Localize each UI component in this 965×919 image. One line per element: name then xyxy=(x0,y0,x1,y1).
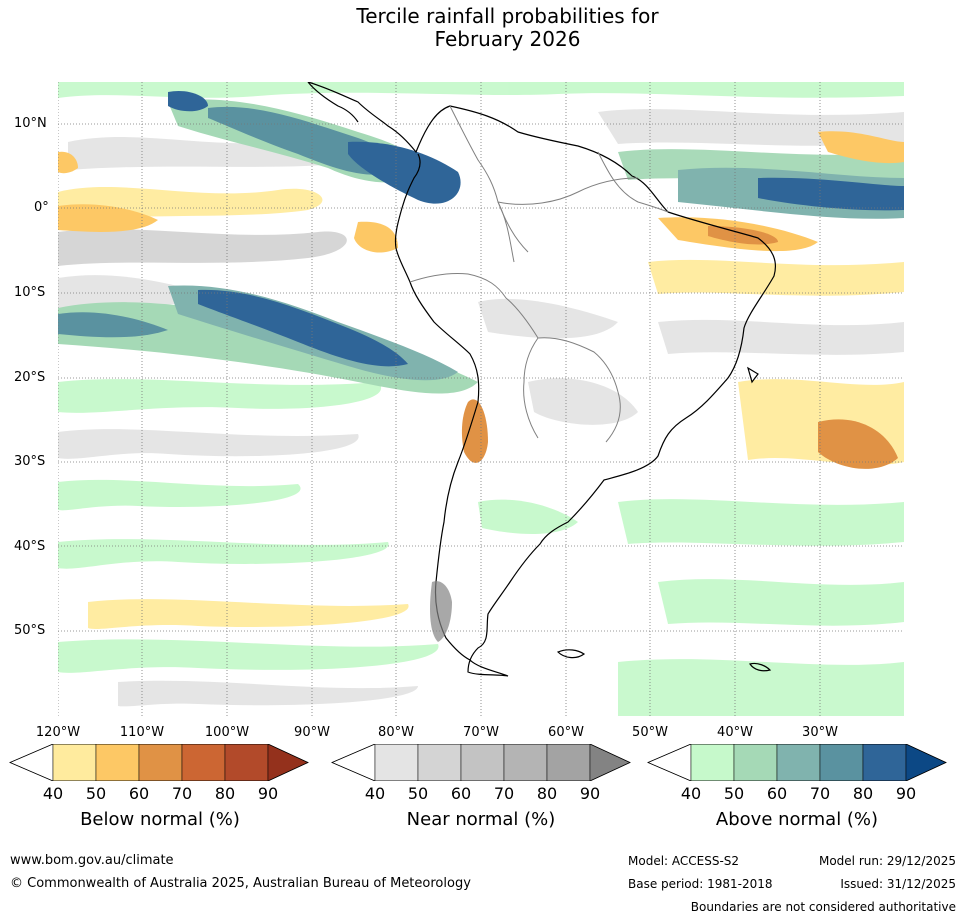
map-title-line2: February 2026 xyxy=(434,27,581,51)
colorbar-below-swatch xyxy=(181,744,226,781)
lon-label-80w: 80°W xyxy=(378,725,414,740)
colorbar-above-swatch xyxy=(690,744,735,781)
below-normal-features xyxy=(58,131,904,469)
map-title-line1: Tercile rainfall probabilities for xyxy=(356,4,659,28)
patagonia-near-normal xyxy=(430,581,452,642)
footer-issued: Issued: 31/12/2025 xyxy=(840,877,956,891)
lon-label-90w: 90°W xyxy=(294,725,330,740)
cbar-above-tick: 90 xyxy=(895,784,917,803)
lat-label-30s: 30°S xyxy=(14,454,46,469)
cbar-below-tick: 50 xyxy=(85,784,107,803)
cbar-above-tick: 60 xyxy=(766,784,788,803)
colorbar-below-swatch xyxy=(9,744,54,781)
colorbar-near-normal xyxy=(330,744,631,781)
colorbar-below-swatch xyxy=(224,744,269,781)
above-normal-band-atlantic xyxy=(678,167,904,219)
colorbar-below-normal xyxy=(8,744,309,781)
footer-copyright: © Commonwealth of Australia 2025, Austra… xyxy=(10,876,471,891)
colorbar-above-swatch xyxy=(776,744,821,781)
lon-label-40w: 40°W xyxy=(717,725,753,740)
colorbar-below-swatch xyxy=(95,744,140,781)
colorbar-below-swatch xyxy=(138,744,183,781)
colorbar-near-swatch xyxy=(589,744,631,781)
lon-label-60w: 60°W xyxy=(548,725,584,740)
colorbar-below-swatch xyxy=(52,744,97,781)
cbar-above-tick: 70 xyxy=(809,784,831,803)
cbar-above-tick: 50 xyxy=(723,784,745,803)
colorbar-above-title: Above normal (%) xyxy=(715,809,879,830)
colorbar-near-title: Near normal (%) xyxy=(406,809,556,830)
lon-label-30w: 30°W xyxy=(802,725,838,740)
footer-url[interactable]: www.bom.gov.au/climate xyxy=(10,853,174,868)
above-normal-band-south xyxy=(58,285,478,394)
cbar-below-tick: 90 xyxy=(257,784,279,803)
colorbar-above-normal xyxy=(646,744,947,781)
lat-label-10s: 10°S xyxy=(14,285,46,300)
lon-label-50w: 50°W xyxy=(632,725,668,740)
colorbar-above-swatch xyxy=(819,744,864,781)
cbar-near-tick: 40 xyxy=(364,784,386,803)
rainfall-probability-map xyxy=(58,82,904,716)
cbar-above-tick: 40 xyxy=(680,784,702,803)
lon-label-100w: 100°W xyxy=(204,725,250,740)
lon-label-120w: 120°W xyxy=(35,725,81,740)
colorbar-above-swatch xyxy=(905,744,947,781)
colorbar-above-swatch xyxy=(733,744,778,781)
cbar-below-tick: 70 xyxy=(171,784,193,803)
coastline-south-america xyxy=(307,82,777,677)
colorbar-near-swatch xyxy=(460,744,505,781)
colorbar-near-swatch xyxy=(503,744,548,781)
colorbar-below-swatch xyxy=(267,744,309,781)
cbar-below-tick: 60 xyxy=(128,784,150,803)
lat-label-20s: 20°S xyxy=(14,370,46,385)
colorbar-above-swatch xyxy=(647,744,692,781)
lat-label-0: 0° xyxy=(34,200,49,215)
cbar-near-tick: 50 xyxy=(407,784,429,803)
cbar-near-tick: 90 xyxy=(579,784,601,803)
colorbar-near-swatch xyxy=(331,744,376,781)
lat-label-50s: 50°S xyxy=(14,623,46,638)
colorbar-near-swatch xyxy=(546,744,591,781)
graticule xyxy=(58,82,904,716)
cbar-below-tick: 80 xyxy=(214,784,236,803)
cbar-near-tick: 60 xyxy=(450,784,472,803)
colorbar-near-swatch xyxy=(417,744,462,781)
lat-label-40s: 40°S xyxy=(14,539,46,554)
cbar-below-tick: 40 xyxy=(42,784,64,803)
colorbar-below-title: Below normal (%) xyxy=(80,809,240,830)
lon-label-70w: 70°W xyxy=(463,725,499,740)
colorbar-above-swatch xyxy=(862,744,907,781)
cbar-near-tick: 80 xyxy=(536,784,558,803)
colorbar-near-swatch xyxy=(374,744,419,781)
footer-model-run: Model run: 29/12/2025 xyxy=(818,854,956,868)
map-svg xyxy=(58,82,904,716)
country-borders xyxy=(409,105,669,443)
lon-label-110w: 110°W xyxy=(119,725,165,740)
footer-model: Model: ACCESS-S2 xyxy=(628,854,740,868)
cbar-above-tick: 80 xyxy=(852,784,874,803)
cbar-near-tick: 70 xyxy=(493,784,515,803)
footer-base-period: Base period: 1981-2018 xyxy=(628,877,773,891)
footer-disclaimer: Boundaries are not considered authoritat… xyxy=(690,900,956,914)
lat-label-10n: 10°N xyxy=(14,116,47,131)
